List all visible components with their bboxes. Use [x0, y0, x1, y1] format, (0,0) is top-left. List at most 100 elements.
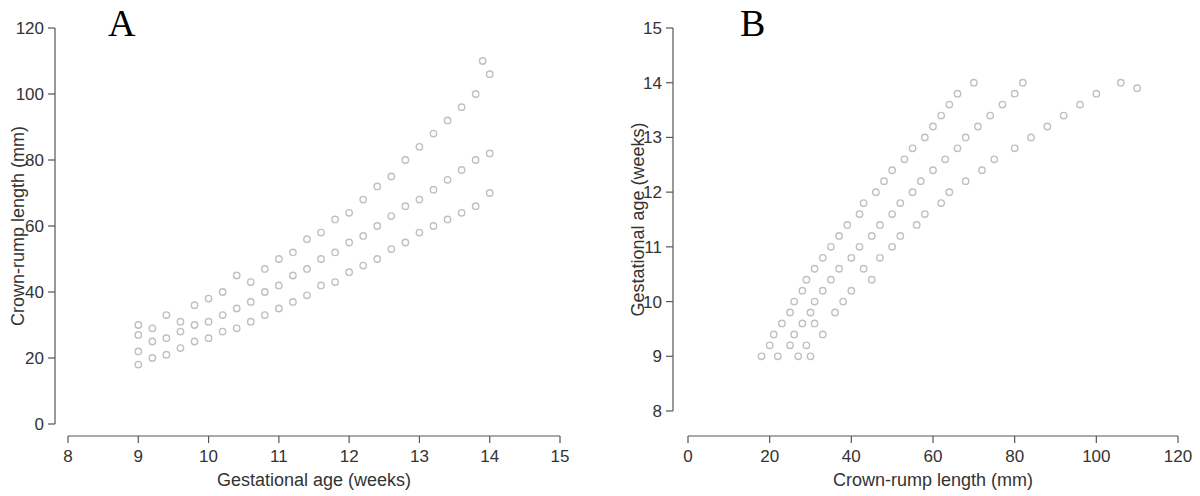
point — [346, 239, 352, 245]
point — [360, 196, 366, 202]
point — [191, 338, 197, 344]
point — [472, 157, 478, 163]
point — [346, 269, 352, 275]
y-tick-label: 0 — [35, 415, 44, 434]
point — [472, 203, 478, 209]
point — [971, 80, 977, 86]
point — [248, 279, 254, 285]
point — [922, 134, 928, 140]
point — [163, 335, 169, 341]
point — [873, 189, 879, 195]
point — [913, 222, 919, 228]
point — [1011, 90, 1017, 96]
point — [1060, 112, 1066, 118]
point — [205, 319, 211, 325]
point — [346, 210, 352, 216]
y-tick-label: 20 — [25, 349, 44, 368]
point — [758, 353, 764, 359]
point — [388, 213, 394, 219]
point — [840, 298, 846, 304]
point — [135, 322, 141, 328]
y-tick-label: 8 — [653, 402, 662, 421]
point — [402, 203, 408, 209]
point — [219, 289, 225, 295]
point — [458, 167, 464, 173]
point — [304, 292, 310, 298]
y-tick — [666, 410, 673, 411]
y-tick — [48, 357, 55, 358]
point — [304, 236, 310, 242]
point — [276, 282, 282, 288]
y-tick — [48, 423, 55, 424]
x-tick-label: 80 — [1005, 447, 1024, 466]
x-tick — [1096, 436, 1097, 443]
point — [942, 156, 948, 162]
point — [836, 266, 842, 272]
x-tick-label: 15 — [551, 447, 570, 466]
point — [897, 200, 903, 206]
x-tick — [349, 436, 350, 443]
y-tick-label: 120 — [16, 19, 44, 38]
point — [889, 211, 895, 217]
point — [388, 173, 394, 179]
point — [177, 345, 183, 351]
x-tick-label: 14 — [480, 447, 499, 466]
y-tick-label: 14 — [643, 74, 662, 93]
y-tick — [48, 159, 55, 160]
y-tick — [666, 301, 673, 302]
point — [248, 319, 254, 325]
y-tick-label: 9 — [653, 347, 662, 366]
x-tick — [278, 436, 279, 443]
y-tick — [48, 225, 55, 226]
point — [374, 256, 380, 262]
y-tick-label: 100 — [16, 85, 44, 104]
point — [999, 101, 1005, 107]
x-tick-label: 11 — [270, 447, 288, 466]
panel-title: B — [740, 2, 765, 44]
x-tick — [687, 436, 688, 443]
point — [979, 167, 985, 173]
point — [276, 305, 282, 311]
y-tick — [666, 82, 673, 83]
y-tick — [666, 192, 673, 193]
point — [276, 256, 282, 262]
x-tick — [932, 436, 933, 443]
point — [820, 255, 826, 261]
point — [360, 262, 366, 268]
point — [811, 298, 817, 304]
x-tick — [1177, 436, 1178, 443]
x-axis — [68, 435, 560, 436]
point — [304, 266, 310, 272]
point — [930, 167, 936, 173]
x-tick-label: 100 — [1082, 447, 1110, 466]
point — [922, 211, 928, 217]
x-axis-title: Gestational age (weeks) — [217, 470, 411, 490]
x-tick-label: 20 — [760, 447, 779, 466]
point — [332, 279, 338, 285]
x-tick-label: 10 — [199, 447, 218, 466]
y-tick — [48, 93, 55, 94]
point — [807, 309, 813, 315]
point — [135, 348, 141, 354]
point — [416, 196, 422, 202]
point — [177, 328, 183, 334]
y-tick — [666, 246, 673, 247]
point — [954, 90, 960, 96]
x-tick — [769, 436, 770, 443]
x-tick — [67, 436, 68, 443]
point — [766, 342, 772, 348]
x-tick-label: 13 — [410, 447, 429, 466]
point — [1028, 134, 1034, 140]
point — [803, 342, 809, 348]
point — [262, 266, 268, 272]
point — [135, 332, 141, 338]
point — [909, 145, 915, 151]
y-tick — [666, 137, 673, 138]
point — [219, 312, 225, 318]
x-tick-label: 9 — [134, 447, 143, 466]
x-tick — [208, 436, 209, 443]
y-tick — [48, 27, 55, 28]
point — [149, 338, 155, 344]
point — [487, 150, 493, 156]
x-tick — [851, 436, 852, 443]
